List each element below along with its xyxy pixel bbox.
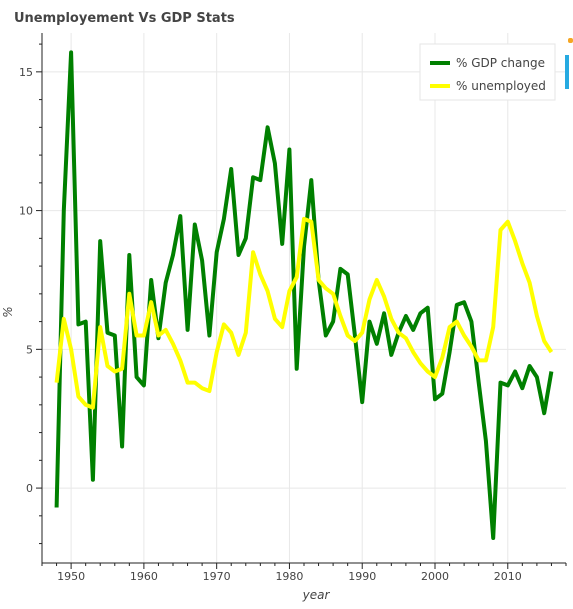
toolbar-tool-icon[interactable]: [565, 55, 569, 89]
legend[interactable]: % GDP change % unemployed: [419, 43, 556, 101]
legend-item-label[interactable]: % unemployed: [456, 79, 546, 93]
x-tick-label: 1960: [130, 570, 158, 583]
axes: 0 5 10 15 1950 1960 1970 1980 1990 2000 2010: [19, 33, 567, 583]
x-tick-label: 1990: [348, 570, 376, 583]
y-tick-label: 0: [26, 482, 33, 495]
x-axis-label: year: [302, 588, 331, 602]
y-tick-label: 15: [19, 66, 33, 79]
series-line-1: [54, 50, 554, 540]
x-tick-label: 1980: [275, 570, 303, 583]
x-tick-label: 1970: [203, 570, 231, 583]
series-lines: [54, 50, 554, 540]
y-tick-label: 10: [19, 205, 33, 218]
chart-title: Unemployement Vs GDP Stats: [14, 11, 235, 26]
x-tick-label: 2010: [494, 570, 522, 583]
series-line-2: [54, 216, 554, 410]
x-tick-label: 1950: [57, 570, 85, 583]
legend-box: [419, 43, 556, 101]
y-tick-label: 5: [26, 343, 33, 356]
x-tick-label: 2000: [421, 570, 449, 583]
y-axis-label: %: [1, 306, 15, 317]
toolbar-logo-icon[interactable]: [568, 38, 573, 43]
legend-item-label[interactable]: % GDP change: [456, 56, 545, 70]
